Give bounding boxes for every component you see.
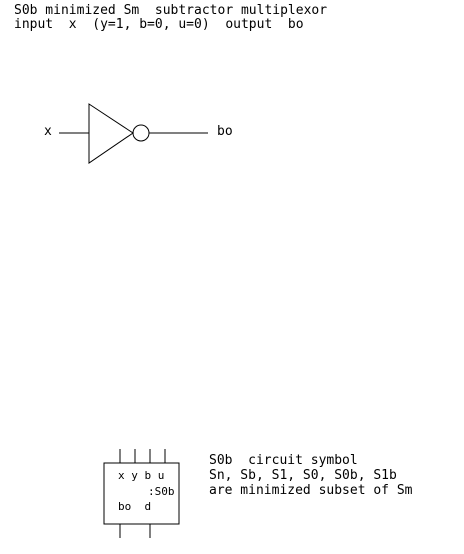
symbol-top-pins: x y b u — [118, 469, 165, 482]
inverter-triangle — [88, 103, 134, 164]
notes-line-2: Sn, Sb, S1, S0, S0b, S1b — [209, 468, 397, 483]
title-line-1: S0b minimized Sm subtractor multiplexor — [14, 3, 328, 18]
symbol-bottom-pins: bo d — [118, 500, 152, 513]
symbol-box — [103, 462, 180, 525]
title-line-2: input x (y=1, b=0, u=0) output bo — [14, 17, 304, 32]
symbol-name: :S0b — [148, 485, 175, 498]
output-label: bo — [217, 124, 233, 139]
notes-line-1: S0b circuit symbol — [209, 453, 358, 468]
inverter-bubble — [132, 124, 150, 142]
notes-line-3: are minimized subset of Sm — [209, 483, 413, 498]
input-label: x — [44, 124, 52, 139]
